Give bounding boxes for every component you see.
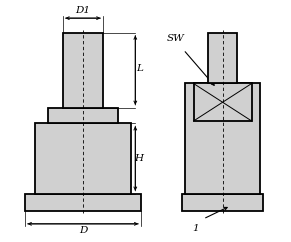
Text: L: L [136,64,143,74]
Bar [63,33,103,108]
Text: H: H [135,154,143,163]
Bar [182,194,263,211]
Text: D1: D1 [75,6,91,15]
Text: SW: SW [167,34,185,43]
Bar [194,83,252,121]
Bar [208,33,237,83]
Bar [35,123,131,194]
Bar [25,194,141,211]
Text: D: D [79,226,87,235]
Text: 1: 1 [193,224,199,233]
Bar [185,83,260,194]
Bar [48,108,118,123]
